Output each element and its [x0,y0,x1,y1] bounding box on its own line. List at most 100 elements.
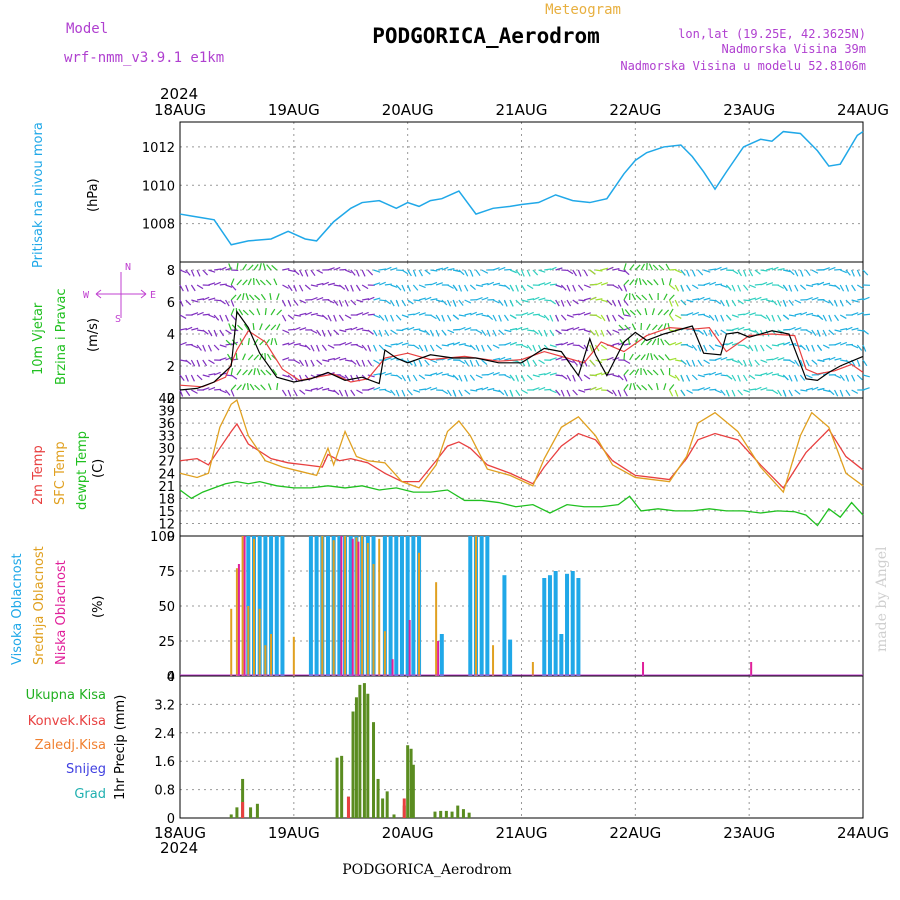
wind-barb [372,344,377,352]
wind-barb [475,296,483,301]
wind-barb [839,389,844,397]
wind-barb [543,314,550,321]
wind-barb [316,329,322,337]
wind-barb [788,269,795,276]
wind-barb [674,389,679,397]
wind-barb [555,314,560,322]
wind-barb [760,269,768,272]
wind-barb [766,299,774,303]
wind-barb [669,284,676,290]
wind-barb [219,344,227,348]
wind-barb [777,342,785,346]
compass-arrows [95,272,147,318]
wind-barb [623,269,630,276]
wind-barb [344,389,349,397]
wind-barb [356,312,364,316]
wind-barb [458,374,463,382]
wind-barb [856,344,863,351]
wind-barb [458,389,463,397]
cloud-mid-bar [361,536,364,676]
wind-barb [697,313,705,316]
wind-barb [179,389,184,397]
wind-barb [504,342,512,346]
wind-barb [299,327,307,331]
wind-barb [538,373,546,376]
wind-barb [623,314,631,317]
y-tick-label: 9 [167,530,175,545]
wind-barb [606,373,614,376]
wind-barb [304,311,312,316]
wind-barb [601,267,609,271]
wind-barb [845,326,853,331]
wind-barb [578,311,586,316]
wind-barb [532,344,537,352]
wind-barb [851,269,855,277]
cloud-high-bar [411,536,416,676]
wind-barb [361,344,367,351]
wind-barb [395,389,400,397]
wind-barb [641,294,648,301]
wind-barb [225,343,233,346]
wind-barb [714,344,722,348]
wind-barb [196,298,205,301]
wind-barb [208,373,216,376]
cloud-mid-bar [435,582,438,676]
cloud-mid-bar [230,608,233,676]
wind-barb [709,371,717,376]
wind-barb [464,284,469,292]
wind-barb [274,338,278,346]
wind-barb [492,357,500,361]
cloud-low-bar [391,659,394,676]
wind-barb [675,359,683,362]
wind-barb [486,329,491,337]
wind-barb [304,284,311,291]
footer-station: PODGORICA_Aerodrom [342,862,512,878]
wind-barb [560,374,568,380]
wind-barb [407,389,413,396]
elevation-text: Nadmorska Visina 39m [722,42,867,56]
wind-barb [720,356,728,361]
wind-barb [544,388,552,391]
precip-conv-bar [402,798,406,818]
wind-barb [623,326,631,331]
wind-barb [617,374,624,381]
temp-label-sfc: SFC Temp [53,441,68,505]
wind-barb [196,284,204,290]
wind-barb [691,374,698,381]
wind-barb [794,327,802,331]
wind-barb [350,374,354,382]
wind-barb [430,298,438,301]
wind-barb [811,329,817,337]
wind-barb [765,344,773,350]
wind-barb [641,279,648,286]
wind-barb [219,299,226,305]
wind-barb [242,383,246,391]
wind-barb [726,341,734,346]
wind-barb [208,359,215,365]
cloud-low-bar [642,662,645,676]
wind-barb [822,314,827,322]
wind-barb [464,269,469,277]
wind-barb [600,282,608,286]
wind-barb [840,341,847,346]
wind-barb [634,354,641,361]
wind-barb [282,374,290,378]
wind-barb [782,374,789,381]
wind-barb [828,356,836,361]
temp-label-t2: 2m Temp [31,445,46,505]
wind-barb [737,284,742,292]
wind-barb [401,342,409,346]
wind-barb [361,284,369,290]
wind-barb [288,269,296,273]
wind-barb [384,329,390,337]
wind-barb [287,299,292,307]
cloud-high-bar [314,536,319,676]
wind-barb [623,299,629,306]
wind-barb [674,341,682,346]
wind-barb [650,353,653,361]
wind-barb [191,344,199,349]
compass-w: W [83,290,90,301]
wind-barb [316,282,324,286]
wind-barb [648,293,653,301]
wind-barb [555,343,563,346]
